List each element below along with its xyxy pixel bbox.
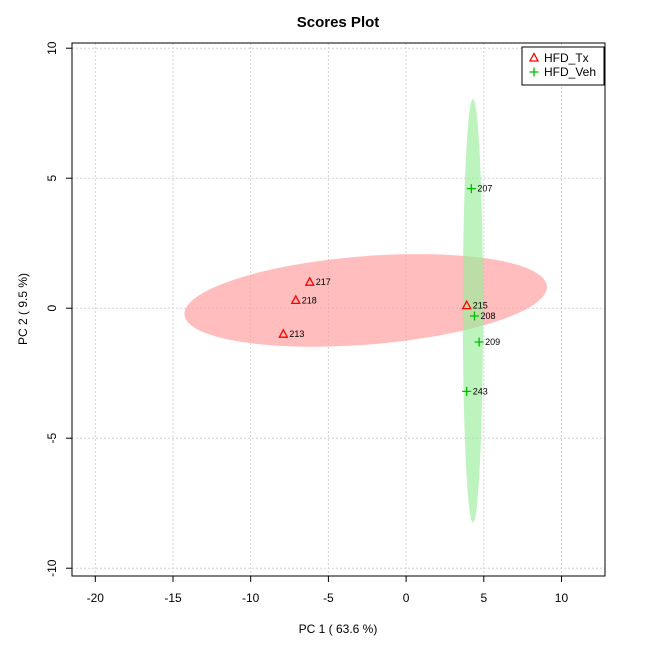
chart-title: Scores Plot [297, 14, 380, 31]
triangle-marker [528, 52, 540, 62]
data-points: 217 218 213 215 207 208 209 243 [278, 184, 500, 396]
y-axis: -10 -5 0 5 10 [45, 41, 73, 577]
point-label: 215 [473, 301, 488, 311]
point-label: 243 [473, 386, 488, 396]
point-label: 209 [485, 337, 500, 347]
plus-marker [474, 337, 484, 347]
triangle-marker [304, 276, 315, 286]
confidence-ellipse [184, 254, 547, 347]
y-tick-label: 10 [45, 41, 59, 55]
x-tick-label: -15 [164, 591, 182, 605]
x-axis: -20 -15 -10 -5 0 5 10 [87, 575, 569, 605]
plus-marker [529, 67, 539, 77]
point-label: 207 [477, 184, 492, 194]
y-tick-label: -5 [45, 433, 59, 444]
point-label: 218 [302, 295, 317, 305]
point-label: 213 [289, 329, 304, 339]
y-tick-label: 5 [45, 175, 59, 182]
triangle-marker [278, 328, 289, 338]
y-tick-label: 0 [45, 305, 59, 312]
y-axis-label: PC 2 ( 9.5 %) [16, 273, 30, 345]
plus-marker [469, 311, 479, 321]
triangle-marker [461, 299, 472, 310]
plus-marker [462, 386, 472, 396]
plus-marker [466, 184, 476, 194]
confidence-ellipses [184, 98, 547, 523]
legend-label: HFD_Tx [544, 51, 589, 65]
confidence-ellipse [462, 98, 484, 523]
x-axis-label: PC 1 ( 63.6 %) [299, 622, 378, 636]
grid [72, 43, 605, 576]
x-tick-label: 10 [555, 591, 569, 605]
legend-box [521, 46, 605, 86]
y-tick-label: -10 [45, 559, 59, 577]
legend-label: HFD_Veh [544, 65, 596, 79]
point-label: 217 [316, 277, 331, 287]
x-tick-label: 0 [403, 591, 410, 605]
point-label: 208 [480, 311, 495, 321]
triangle-marker [290, 294, 301, 305]
x-tick-label: -5 [323, 591, 334, 605]
x-tick-label: -10 [242, 591, 260, 605]
x-tick-label: -20 [87, 591, 105, 605]
x-tick-label: 5 [480, 591, 487, 605]
